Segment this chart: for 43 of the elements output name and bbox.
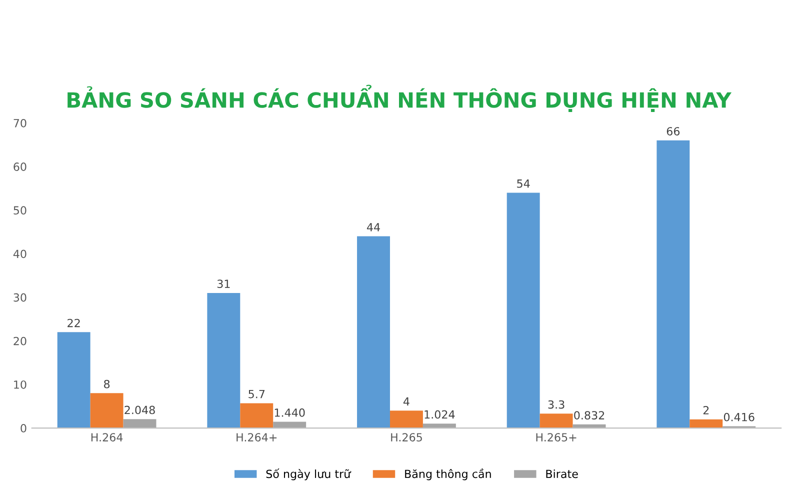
data-label: 1.024 bbox=[424, 410, 455, 419]
data-label: 0.416 bbox=[724, 412, 754, 422]
data-label: 3.3 bbox=[548, 400, 564, 409]
data-label: 31 bbox=[217, 280, 230, 288]
bar bbox=[240, 403, 274, 428]
y-tick-label: 30 bbox=[14, 293, 26, 302]
y-tick-label: 50 bbox=[14, 206, 26, 215]
bar bbox=[123, 419, 156, 428]
x-tick-label: H.264+ bbox=[236, 433, 277, 442]
data-label: 0.832 bbox=[574, 411, 604, 420]
legend-label: Số ngày lưu trữ bbox=[266, 468, 352, 480]
x-tick-label: H.265 bbox=[391, 433, 422, 442]
data-label: 4 bbox=[403, 397, 410, 406]
bar bbox=[506, 192, 540, 428]
bar bbox=[90, 393, 124, 428]
x-tick-label: H.264 bbox=[91, 433, 123, 442]
legend-label: Birate bbox=[546, 469, 578, 478]
data-label: 8 bbox=[104, 380, 110, 388]
bar bbox=[207, 292, 240, 428]
bar bbox=[540, 414, 573, 428]
data-label: 22 bbox=[68, 318, 80, 328]
data-label: 2.048 bbox=[124, 406, 155, 414]
data-label: 5.7 bbox=[248, 390, 265, 398]
bar bbox=[57, 332, 90, 428]
legend-label: Băng thông cần bbox=[405, 468, 491, 480]
chart-title: BẢNG SO SÁNH CÁC CHUẨN NÉN THÔNG DỤNG HIỆN NAY bbox=[68, 84, 732, 112]
data-label: 2 bbox=[703, 406, 709, 414]
bar bbox=[690, 419, 723, 428]
data-label: 44 bbox=[366, 223, 380, 232]
y-tick-label: 70 bbox=[14, 118, 26, 128]
data-label: 1.440 bbox=[274, 408, 305, 417]
bar bbox=[656, 140, 690, 428]
y-tick-label: 0 bbox=[20, 424, 26, 432]
y-tick-label: 10 bbox=[14, 380, 26, 389]
y-tick-label: 60 bbox=[14, 162, 26, 171]
data-label: 54 bbox=[517, 180, 530, 188]
bar bbox=[422, 424, 456, 428]
bar bbox=[357, 236, 390, 428]
x-tick-label: H.265+ bbox=[536, 433, 576, 442]
bar bbox=[390, 410, 423, 428]
y-tick-label: 40 bbox=[13, 250, 26, 258]
data-label: 66 bbox=[666, 127, 680, 136]
y-tick-label: 20 bbox=[14, 336, 26, 346]
